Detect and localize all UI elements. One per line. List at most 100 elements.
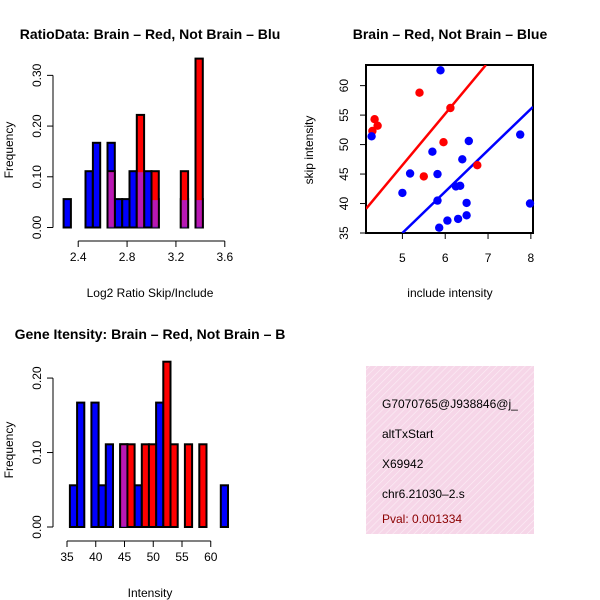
intensity-histogram-x-tick-label: 40 bbox=[89, 550, 103, 564]
ratio-histogram-title: RatioData: Brain – Red, Not Brain – Blu bbox=[20, 26, 281, 42]
scatter-x-tick-label: 6 bbox=[442, 251, 449, 265]
ratio-histogram-y-tick-label: 0.20 bbox=[30, 114, 44, 138]
ratio-histogram-y-tick-label: 0.00 bbox=[30, 215, 44, 239]
intensity-histogram-bar-brain bbox=[162, 360, 172, 529]
scatter-point-not-brain bbox=[525, 199, 535, 208]
ratio-histogram-bar-overlap bbox=[181, 200, 188, 228]
ratio-histogram-bar-overlap bbox=[196, 200, 202, 228]
scatter-point-brain bbox=[415, 88, 424, 97]
info-location: chr6.21030–2.s bbox=[382, 487, 465, 501]
ratio-histogram-bar-not-brain bbox=[62, 198, 72, 229]
intensity-histogram-bar-brain bbox=[147, 443, 158, 528]
scatter-title: Brain – Red, Not Brain – Blue bbox=[353, 26, 548, 42]
info-gene: X69942 bbox=[382, 457, 424, 471]
scatter-point-not-brain bbox=[456, 181, 465, 190]
scatter-point-brain bbox=[419, 172, 428, 181]
intensity-histogram-y-tick-label: 0.10 bbox=[30, 441, 44, 465]
scatter-fit-line-brain bbox=[366, 65, 487, 210]
ratio-histogram-bar-not-brain bbox=[143, 170, 153, 229]
intensity-histogram-ylabel: Frequency bbox=[2, 422, 16, 479]
scatter-x-tick-label: 7 bbox=[485, 251, 492, 265]
intensity-histogram-bar-overlap bbox=[121, 445, 127, 527]
intensity-histogram-bar-brain bbox=[126, 443, 136, 528]
scatter-point-brain bbox=[370, 115, 379, 124]
scatter-y-tick-label: 40 bbox=[337, 197, 351, 211]
intensity-histogram-title: Gene Itensity: Brain – Red, Not Brain – … bbox=[15, 326, 286, 342]
info-probe-id: G7070765@J938846@j_ bbox=[382, 397, 518, 411]
scatter-x-tick-label: 5 bbox=[399, 251, 406, 265]
intensity-histogram-bar-not-brain bbox=[76, 401, 86, 529]
ratio-histogram-x-tick-label: 3.6 bbox=[216, 250, 233, 264]
ratio-histogram-y-tick-label: 0.30 bbox=[30, 63, 44, 87]
scatter-point-not-brain bbox=[433, 169, 442, 179]
scatter-point-not-brain bbox=[405, 169, 415, 178]
info-box-hatching bbox=[366, 366, 534, 534]
scatter-plot-frame bbox=[365, 64, 534, 234]
intensity-scatter-panel: Brain – Red, Not Brain – Blue include in… bbox=[302, 26, 547, 300]
ratio-histogram-ylabel: Frequency bbox=[2, 122, 16, 179]
scatter-point-brain bbox=[439, 138, 448, 147]
scatter-point-brain bbox=[473, 161, 482, 170]
scatter-point-not-brain bbox=[458, 155, 467, 164]
info-box: G7070765@J938846@j_ altTxStart X69942 ch… bbox=[366, 366, 534, 534]
intensity-histogram-panel: Gene Itensity: Brain – Red, Not Brain – … bbox=[2, 326, 285, 600]
scatter-point-not-brain bbox=[436, 66, 445, 75]
scatter-x-tick-label: 8 bbox=[528, 251, 535, 265]
intensity-histogram-bar-brain bbox=[169, 443, 179, 528]
info-pval: Pval: 0.001334 bbox=[382, 512, 462, 526]
scatter-point-not-brain bbox=[435, 223, 444, 232]
scatter-point-not-brain bbox=[367, 132, 376, 141]
scatter-y-tick-label: 60 bbox=[337, 79, 351, 93]
scatter-xlabel: include intensity bbox=[407, 286, 492, 300]
scatter-y-tick-label: 55 bbox=[337, 108, 351, 122]
intensity-histogram-x-tick-label: 50 bbox=[147, 550, 161, 564]
intensity-histogram-x-tick-label: 60 bbox=[204, 550, 218, 564]
scatter-point-not-brain bbox=[398, 188, 407, 198]
ratio-histogram-bar-not-brain bbox=[91, 141, 102, 229]
intensity-histogram-y-tick-label: 0.20 bbox=[30, 366, 44, 390]
intensity-histogram-bar-not-brain bbox=[219, 484, 230, 528]
ratio-histogram-x-tick-label: 2.8 bbox=[119, 250, 136, 264]
scatter-point-not-brain bbox=[516, 130, 525, 139]
intensity-histogram-bar-not-brain bbox=[68, 484, 79, 528]
intensity-histogram-bar-brain bbox=[183, 443, 194, 528]
ratio-histogram-y-tick-label: 0.10 bbox=[30, 165, 44, 189]
intensity-histogram-x-tick-label: 55 bbox=[175, 550, 189, 564]
ratio-histogram-panel: RatioData: Brain – Red, Not Brain – Blu … bbox=[2, 26, 280, 300]
scatter-point-not-brain bbox=[462, 198, 471, 208]
ratio-histogram-bar-overlap bbox=[108, 172, 114, 228]
scatter-point-not-brain bbox=[443, 216, 452, 225]
scatter-ylabel: skip intensity bbox=[302, 116, 316, 185]
intensity-histogram-y-tick-label: 0.00 bbox=[30, 515, 44, 539]
intensity-histogram-bar-not-brain bbox=[90, 401, 100, 529]
ratio-histogram-bar-overlap bbox=[152, 200, 158, 228]
ratio-histogram-x-tick-label: 2.4 bbox=[70, 250, 87, 264]
scatter-y-tick-label: 45 bbox=[337, 167, 351, 181]
scatter-y-tick-label: 35 bbox=[337, 226, 351, 240]
scatter-point-not-brain bbox=[453, 214, 463, 224]
ratio-histogram-bar-not-brain bbox=[84, 170, 94, 229]
ratio-histogram-xlabel: Log2 Ratio Skip/Include bbox=[87, 286, 214, 300]
intensity-histogram-x-tick-label: 45 bbox=[118, 550, 132, 564]
intensity-histogram-bar-not-brain bbox=[104, 443, 115, 528]
scatter-point-not-brain bbox=[462, 211, 471, 220]
intensity-histogram-x-tick-label: 35 bbox=[60, 550, 74, 564]
ratio-histogram-bar-not-brain bbox=[113, 198, 124, 229]
ratio-histogram-bar-not-brain bbox=[128, 170, 138, 229]
intensity-histogram-bar-brain bbox=[198, 443, 208, 528]
scatter-point-brain bbox=[373, 121, 382, 130]
ratio-histogram-bar-not-brain bbox=[121, 198, 131, 229]
intensity-histogram-bar-not-brain bbox=[155, 401, 165, 529]
scatter-point-not-brain bbox=[433, 196, 442, 205]
intensity-histogram-bar-not-brain bbox=[133, 484, 143, 528]
intensity-histogram-bar-not-brain bbox=[97, 484, 107, 528]
scatter-point-not-brain bbox=[464, 136, 473, 146]
ratio-histogram-x-tick-label: 3.2 bbox=[168, 250, 185, 264]
scatter-fit-line-not-brain bbox=[401, 105, 533, 233]
scatter-y-tick-label: 50 bbox=[337, 138, 351, 152]
scatter-point-brain bbox=[446, 103, 455, 113]
intensity-histogram-xlabel: Intensity bbox=[128, 586, 173, 600]
ratio-histogram-bar-overlap bbox=[137, 172, 144, 228]
info-event-type: altTxStart bbox=[382, 427, 434, 441]
